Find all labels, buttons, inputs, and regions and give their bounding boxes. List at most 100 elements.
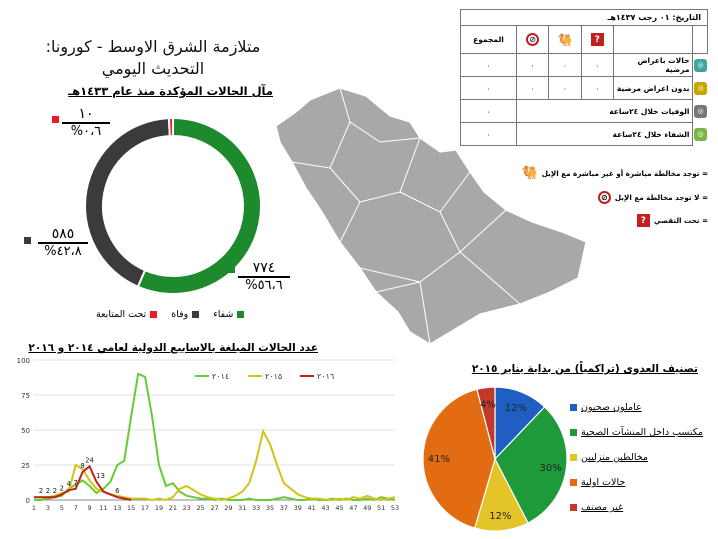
row-label: الشفاء خلال ٢٤ساعة [515,122,694,146]
line-chart-series [34,372,396,502]
series-line-2 [34,464,132,501]
x-tick-label: 13 [113,504,121,512]
legend-swatch [570,479,577,486]
x-tick-label: 23 [183,504,191,512]
table-cell: ٠ [515,53,550,77]
data-label: 8 [80,462,84,470]
x-tick-label: 39 [294,504,302,512]
x-tick-label: 31 [238,504,246,512]
legend-swatch [570,454,577,461]
data-label: 4 [66,480,71,488]
legend-label: ٢٠١٥ [265,372,282,381]
legend-item-primary-cases: حالات اولية [570,477,703,488]
donut-slice-1 [84,117,171,288]
data-label: 24 [85,456,94,464]
x-tick-label: 37 [280,504,288,512]
row-badge-cell: ◎ [693,123,708,146]
camel-icon: 🐫 [557,32,573,47]
legend-item-death: وفاة [171,309,200,320]
series-line-1 [34,428,396,502]
data-label: 2 [39,487,43,495]
legend-label: عاملون صحيون [581,402,642,413]
data-label: 2 [53,487,57,495]
x-tick-label: 33 [252,504,260,512]
symptomatic-badge-icon: ◎ [693,58,707,72]
table-cell: ٠ [460,122,517,146]
legend-swatch [150,311,158,318]
legend-label: ٢٠١٤ [212,372,229,381]
row-badge-cell: ◎ [693,77,708,100]
weekly-heading: عدد الحالات المبلغة بالاسابيع الدولية لع… [28,342,318,354]
pie-pct-label: 12% [505,403,527,414]
table-cell: ٠ [580,53,614,77]
legend-swatch [570,404,577,411]
legend-item-healthcare-acquired: مكتسب داخل المنشآت الصحية [570,427,703,438]
pie-pct-label: 41% [428,454,450,465]
x-tick-label: 5 [60,504,64,512]
date-label: التاريخ: [672,13,701,22]
x-tick-label: 21 [169,504,177,512]
table-header-row: ? 🐫 ⊘ المجموع [460,25,708,54]
recovered-marker [228,266,235,273]
pie-pct-label: 12% [489,511,511,522]
legend-label: حالات اولية [581,477,626,488]
table-cell: ٠ [515,76,550,100]
legend-item-recovered: شفاء [213,309,245,320]
pie-slice-3 [422,388,496,529]
legend-item-under-follow: تحت المتابعة [96,309,158,320]
header-camel-cell: 🐫 [548,25,582,54]
key-no-camel: = لا توجد مخالطة مع الإبل ⊘ [597,191,708,204]
pie-slice-1 [494,406,568,524]
legend-item-unclassified: غير مصنف [570,502,703,513]
y-tick-label: 0 [26,497,30,505]
classification-pie-chart: 12% 30% 12% 41% 4% [422,386,568,532]
key-camel: = توجد مخالطة مباشرة أو غير مباشرة مع ال… [522,166,708,181]
table-row: ◎ حالات باعراض مرضية ٠ ٠ ٠ ٠ [460,53,708,77]
table-cell: ٠ [460,76,517,100]
y-tick-label: 25 [21,462,30,470]
donut-slices [84,116,262,295]
x-tick-label: 19 [155,504,163,512]
table-row: ◎ بدون اعراض مرضية ٠ ٠ ٠ ٠ [460,76,708,100]
under-follow-value: ١٠ [78,106,94,122]
question-icon: ? [590,33,604,46]
pie-slice-4 [476,386,496,460]
death-pct: ٤٢،٨% [38,242,88,259]
camel-icon: 🐫 [521,166,538,181]
death-stat: ٥٨٥ ٤٢،٨% [38,226,88,259]
under-follow-pct: ٠،٦% [62,122,110,139]
legend-label: ٢٠١٦ [317,372,334,381]
x-tick-label: 25 [196,504,204,512]
data-label: 6 [115,487,120,495]
under-follow-marker [52,116,59,123]
key-question: = تحت التقصي ? [636,214,708,227]
classification-heading: تصنيف العدوى (تراكمياً) من بداية يناير ٢… [471,363,698,375]
key-no-camel-text: = لا توجد مخالطة مع الإبل [614,193,708,202]
legend-swatch [192,311,200,318]
death-value: ٥٨٥ [51,226,75,242]
classification-legend: عاملون صحيون مكتسب داخل المنشآت الصحية م… [570,402,703,513]
confirmed-heading: مآل الحالات المؤكدة منذ عام ١٤٣٣هـ [68,84,273,98]
x-tick-label: 17 [141,504,149,512]
row-badge-cell: ◎ [693,100,708,123]
page-title: متلازمة الشرق الاوسط - كورونا: التحديث ا… [45,37,261,78]
donut-legend: شفاء وفاة تحت المتابعة [96,309,245,320]
table-cell: ٠ [460,99,517,123]
table-cell: ٠ [460,53,517,77]
legend-label: مكتسب داخل المنشآت الصحية [581,427,704,438]
legend-swatch [570,429,577,436]
x-tick-label: 41 [308,504,316,512]
data-label: 2 [46,487,50,495]
header-empty-cell [612,25,694,54]
classification-slices [422,386,568,532]
legend-label: وفاة [171,309,189,320]
x-tick-label: 3 [46,504,50,512]
date-cell: التاريخ: ٠١ رجب ١٤٣٧هـ [460,9,708,26]
date-value: ٠١ رجب ١٤٣٧هـ [607,13,670,22]
x-tick-label: 15 [127,504,135,512]
row-badge-cell: ◎ [693,54,708,77]
key-question-text: = تحت التقصي [653,216,708,225]
no-camel-icon: ⊘ [597,191,611,204]
